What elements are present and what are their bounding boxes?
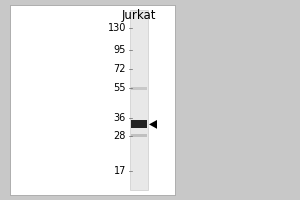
Text: Jurkat: Jurkat [122, 9, 156, 22]
Bar [131, 87, 147, 90]
Bar [10, 5, 175, 195]
Text: 95: 95 [114, 45, 126, 55]
Bar [130, 10, 148, 190]
Text: 36: 36 [114, 113, 126, 123]
Bar [131, 120, 147, 128]
Text: 17: 17 [114, 166, 126, 176]
Polygon shape [149, 120, 157, 129]
Text: 72: 72 [113, 64, 126, 74]
Bar [131, 134, 147, 137]
Text: 55: 55 [113, 83, 126, 93]
Text: 28: 28 [114, 131, 126, 141]
Text: 130: 130 [108, 23, 126, 33]
